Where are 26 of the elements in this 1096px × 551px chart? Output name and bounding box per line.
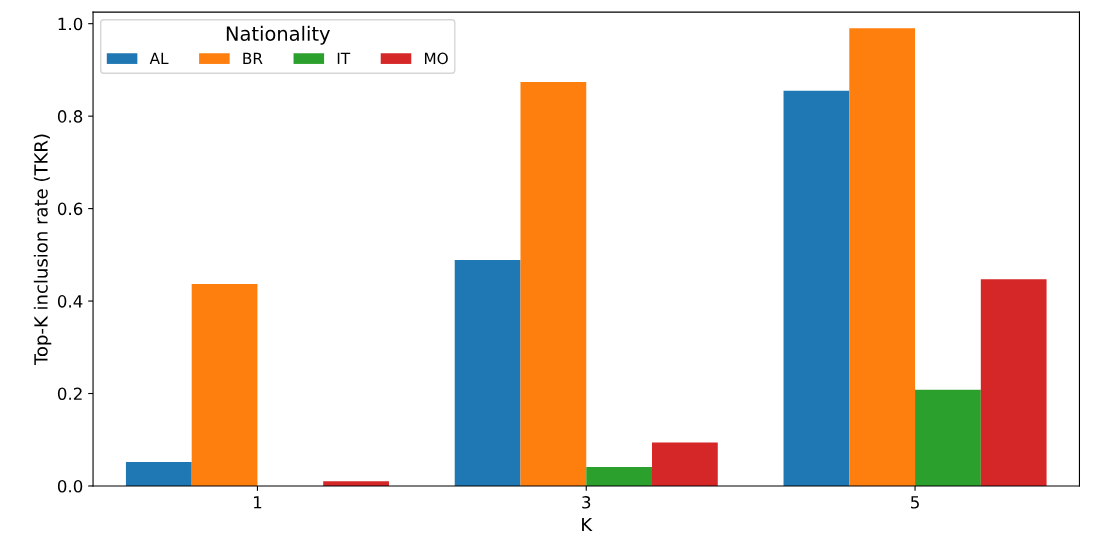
bar [125,461,192,486]
bar [520,81,587,486]
x-tick-label: 5 [911,496,919,509]
legend-title: Nationality [226,25,330,45]
legend-label: IT [337,52,351,64]
y-axis-title: Top-K inclusion rate (TKR) [33,134,52,366]
x-tick-label: 1 [253,496,262,509]
y-tick-label: 0.2 [57,387,82,401]
y-tick-label: 0.4 [57,295,83,308]
legend-label: BR [243,52,263,64]
x-tick-label: 3 [582,496,591,509]
bar [652,442,718,486]
y-tick-label: 0.8 [57,110,83,123]
legend-label: MO [424,52,448,65]
bar [454,259,521,486]
bar [849,28,916,486]
legend-label: AL [149,52,169,64]
y-tick-label: 0.0 [57,479,83,493]
bar [783,90,850,486]
y-tick-label: 0.6 [57,202,83,216]
bar [586,467,653,486]
bar [191,283,258,486]
bar [915,389,981,486]
bar [980,279,1047,486]
x-axis-title: K [582,517,593,532]
y-tick-label: 1.0 [58,17,83,31]
